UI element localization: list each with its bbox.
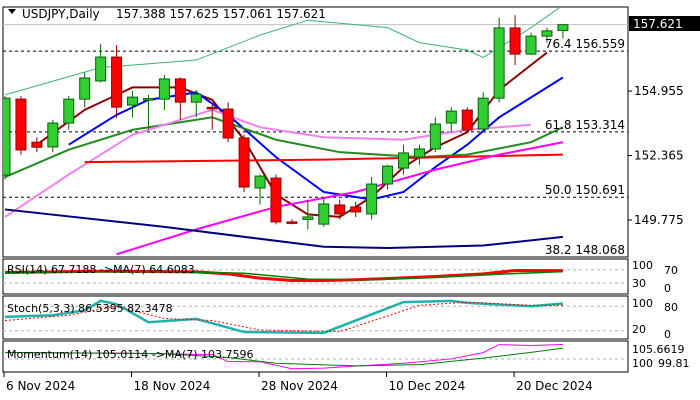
x-tick-label: 6 Nov 2024 (6, 379, 75, 393)
rsi-axis-label: 0 (664, 282, 671, 295)
rsi-panel-frame (2, 258, 629, 295)
rsi-axis-label: 100 (632, 259, 653, 272)
candle-bullish (477, 97, 489, 130)
stoch-panel-frame (2, 295, 629, 340)
candle-bullish (79, 77, 91, 100)
y-tick-label: 152.365 (634, 149, 684, 163)
stoch-axis-label: 20 (632, 323, 646, 336)
candle-bullish (190, 93, 202, 103)
candle-bullish (95, 56, 107, 82)
fib-label-61.8: 61.8 153.314 (545, 118, 625, 132)
dropdown-triangle-icon[interactable] (8, 9, 16, 14)
rsi-title: RSI(14) 67.7188 ->MA(7) 64.6083 (7, 263, 195, 276)
stoch-axis-label: 100 (632, 297, 653, 310)
stoch-title: Stoch(5,3,3) 86.5395 82.3478 (7, 302, 173, 315)
candle-bullish (302, 216, 314, 220)
y-tick-label: 149.775 (634, 213, 684, 227)
overlay-line-2 (4, 116, 564, 178)
candle-bearish (31, 141, 43, 148)
candle-bullish (47, 122, 59, 148)
current-price-label: 157.621 (633, 17, 683, 31)
candle-bearish (174, 78, 186, 103)
stoch-series-0 (4, 299, 564, 335)
momentum-title: Momentum(14) 105.0114 ->MA(7) 103.7596 (7, 348, 254, 361)
candle-bearish (238, 137, 250, 188)
candle-bearish (15, 98, 27, 151)
candle-bearish (461, 109, 473, 131)
rsi-axis-label: 70 (664, 264, 678, 277)
overlay-line-5 (116, 141, 564, 256)
momentum-series-0 (4, 344, 563, 370)
x-tick-label: 28 Nov 2024 (261, 379, 338, 393)
momentum-axis-label: 105.6619 (632, 343, 685, 356)
candle-bearish (270, 177, 282, 223)
x-tick-label: 10 Dec 2024 (389, 379, 466, 393)
ohlc-values: 157.388 157.625 157.061 157.621 (116, 7, 326, 21)
candle-bullish (318, 203, 330, 225)
candle-bullish (445, 110, 457, 124)
x-tick-label: 18 Nov 2024 (134, 379, 211, 393)
overlay-line-6 (4, 208, 564, 250)
candle-bullish (158, 78, 170, 100)
candle-bearish (286, 221, 298, 224)
momentum-plot (3, 344, 628, 370)
candle-bullish (382, 165, 394, 185)
momentum-panel-frame (2, 340, 629, 373)
candle-bullish (366, 183, 378, 215)
overlay-line-4 (84, 153, 563, 164)
rsi-plot (3, 269, 628, 284)
candle-bullish (254, 175, 266, 189)
candle-bearish (509, 27, 521, 55)
momentum-axis-label: 99.81 (658, 357, 690, 370)
stoch-axis-label: 0 (664, 328, 671, 341)
candle-bearish (334, 204, 346, 215)
candle-bearish (350, 206, 362, 213)
fib-label-76.4: 76.4 156.559 (545, 37, 625, 51)
candle-bullish (3, 97, 11, 176)
x-tick-label: 20 Dec 2024 (516, 379, 593, 393)
candle-bullish (493, 27, 505, 99)
fib-label-50.0: 50.0 150.691 (545, 183, 625, 197)
candle-bearish (111, 56, 123, 108)
candle-bullish (557, 24, 569, 31)
candle-bullish (541, 30, 553, 37)
current-price-box (629, 16, 700, 31)
candle-bullish (525, 35, 537, 55)
momentum-axis-label: 100 (632, 357, 653, 370)
candle-bullish (63, 98, 75, 124)
candle-bearish (206, 106, 218, 110)
symbol-timeframe: USDJPY,Daily (22, 7, 100, 21)
axes: 76.4 156.559 61.8 153.314 50.0 150.691 38.2… (3, 37, 690, 393)
stoch-plot (3, 299, 628, 335)
stoch-axis-label: 80 (664, 301, 678, 314)
rsi-axis-label: 30 (632, 277, 646, 290)
candle-bullish (398, 152, 409, 169)
candle-bullish (142, 98, 154, 101)
candle-bullish (413, 148, 425, 158)
momentum-series-1 (4, 347, 563, 367)
fib-label-38.2: 38.2 148.068 (545, 243, 625, 257)
candle-bearish (222, 108, 234, 139)
candle-bullish (127, 96, 139, 106)
candle-bullish (429, 123, 441, 150)
y-tick-label: 154.955 (634, 84, 684, 98)
price-plot (3, 8, 628, 256)
stoch-series-1 (4, 301, 563, 333)
rsi-series-1 (4, 270, 563, 281)
